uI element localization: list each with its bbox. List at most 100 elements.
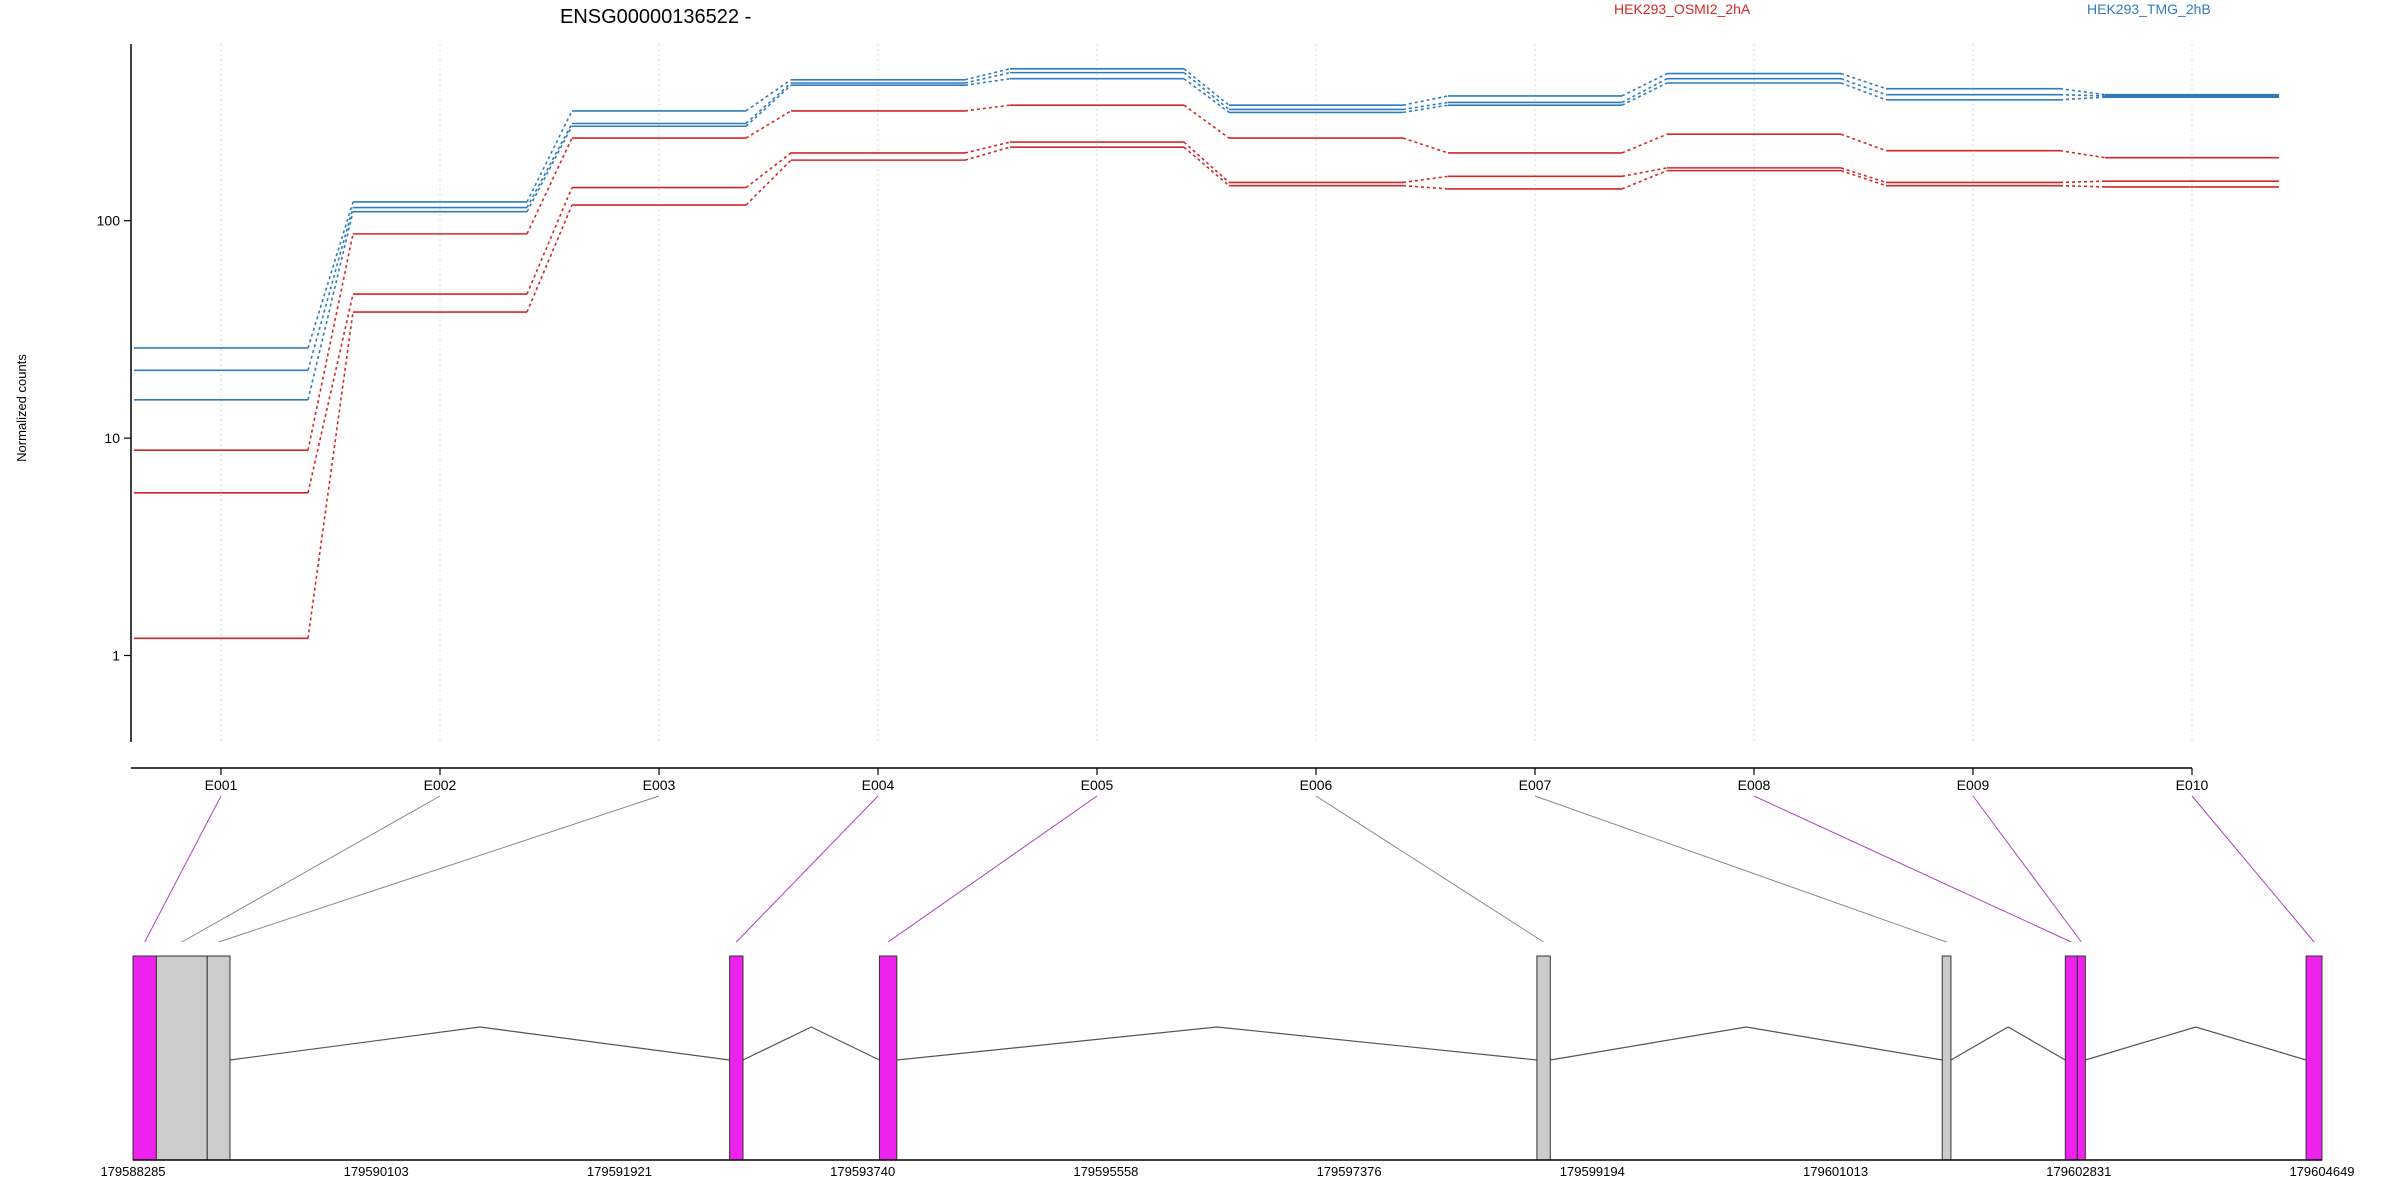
exon-connector-e009 (1972, 795, 2082, 943)
genomic-tick-label: 179604649 (2289, 1164, 2354, 1179)
data-connector (1183, 141, 1230, 184)
x-tick-label: E006 (1300, 777, 1333, 793)
data-connector (1840, 169, 1887, 187)
data-connector (2059, 87, 2106, 96)
genomic-tick-label: 179602831 (2046, 1164, 2111, 1179)
exon-connectors (144, 795, 2315, 943)
data-connector (1402, 175, 1449, 184)
y-tick-label: 10 (104, 430, 120, 446)
data-connector (1183, 78, 1230, 114)
grid-lines (220, 44, 2193, 742)
x-tick-label: E005 (1081, 777, 1114, 793)
x-axis: E001 E002 E003 E004 E005 E006 E007 E008 E009 E010 (131, 767, 2209, 793)
data-connector (964, 67, 1011, 81)
y-axis-label: Normalized counts (14, 354, 29, 462)
x-tick-label: E003 (643, 777, 676, 793)
x-tick-label: E001 (205, 777, 238, 793)
genomic-axis: 179588285 179590103 179591921 179593740 1795… (100, 1159, 2355, 1179)
data-connector (1402, 137, 1449, 154)
data-connector (526, 137, 573, 235)
data-connector (964, 104, 1011, 112)
series-lines (134, 67, 2279, 640)
data-connector (2059, 149, 2106, 159)
series-HEK293_TMG_2hB-3 (134, 67, 2279, 349)
data-connector (1621, 133, 1668, 154)
intron-line (742, 1026, 880, 1061)
legend-label-tmg: HEK293_TMG_2hB (2087, 1, 2211, 17)
exon-connector-e004 (735, 795, 879, 943)
intron-line (1950, 1026, 2066, 1061)
x-tick-label: E009 (1957, 777, 1990, 793)
data-connector (1402, 184, 1449, 190)
data-connector (307, 201, 354, 349)
y-tick-label: 1 (112, 647, 120, 663)
exon-connector-e002 (181, 795, 441, 943)
x-tick-label: E008 (1738, 777, 1771, 793)
intron-line (1550, 1026, 1943, 1061)
x-tick-label: E002 (424, 777, 457, 793)
exon-block-e006 (1536, 955, 1551, 1161)
data-connector (307, 207, 354, 371)
exon-connector-e006 (1315, 795, 1544, 943)
data-connector (1183, 72, 1230, 111)
exon-connector-e005 (887, 795, 1098, 943)
y-axis: 1 10 100 (97, 44, 132, 742)
data-connector (964, 146, 1011, 161)
exon-connector-e003 (218, 795, 660, 943)
data-connector (1840, 133, 1887, 152)
data-connector (964, 77, 1011, 87)
intron-line (896, 1026, 1537, 1061)
series-HEK293_OSMI2_2hA-0 (134, 104, 2279, 451)
data-connector (1183, 104, 1230, 139)
exon-connector-e001 (144, 795, 222, 943)
exon-block-e001 (132, 955, 157, 1161)
gene-model (132, 955, 2323, 1161)
data-connector (526, 125, 573, 213)
intron-line (2085, 1026, 2307, 1061)
exon-block-e009 (2076, 955, 2086, 1161)
data-connector (745, 159, 792, 206)
series-HEK293_OSMI2_2hA-1 (134, 141, 2279, 494)
data-connector (1183, 146, 1230, 187)
data-connector (526, 204, 573, 313)
data-connector (1621, 82, 1668, 106)
data-connector (2059, 184, 2106, 188)
genomic-tick-label: 179595558 (1073, 1164, 1138, 1179)
exon-block-e010 (2305, 955, 2323, 1161)
data-connector (964, 71, 1011, 84)
data-connector (307, 233, 354, 451)
x-tick-label: E004 (862, 777, 895, 793)
legend-label-osmi2: HEK293_OSMI2_2hA (1614, 1, 1751, 17)
genomic-tick-label: 179593740 (830, 1164, 895, 1179)
series-HEK293_OSMI2_2hA-2 (134, 146, 2279, 640)
data-connector (1402, 104, 1449, 114)
genomic-tick-label: 179599194 (1560, 1164, 1625, 1179)
data-connector (526, 123, 573, 208)
data-connector (2059, 180, 2106, 184)
data-connector (745, 84, 792, 127)
data-connector (2059, 93, 2106, 97)
genomic-tick-label: 179601013 (1803, 1164, 1868, 1179)
intron-line (229, 1026, 730, 1061)
series-HEK293_TMG_2hB-5 (134, 77, 2279, 401)
data-connector (1621, 78, 1668, 104)
data-connector (1840, 167, 1887, 184)
data-connector (526, 110, 573, 203)
exon-block-e004 (729, 955, 744, 1161)
exon-connector-e008 (1753, 795, 2072, 943)
data-connector (1621, 72, 1668, 97)
exon-block-e005 (878, 955, 898, 1161)
data-connector (1402, 101, 1449, 111)
data-connector (307, 293, 354, 494)
data-connector (526, 187, 573, 295)
series-HEK293_TMG_2hB-4 (134, 71, 2279, 372)
data-connector (745, 82, 792, 125)
genomic-tick-label: 179591921 (587, 1164, 652, 1179)
data-connector (1840, 82, 1887, 101)
exon-block-e007 (1941, 955, 1952, 1161)
data-connector (307, 311, 354, 639)
exon-block-e003 (206, 955, 231, 1161)
data-connector (1621, 169, 1668, 190)
data-connector (964, 141, 1011, 154)
data-connector (307, 211, 354, 401)
